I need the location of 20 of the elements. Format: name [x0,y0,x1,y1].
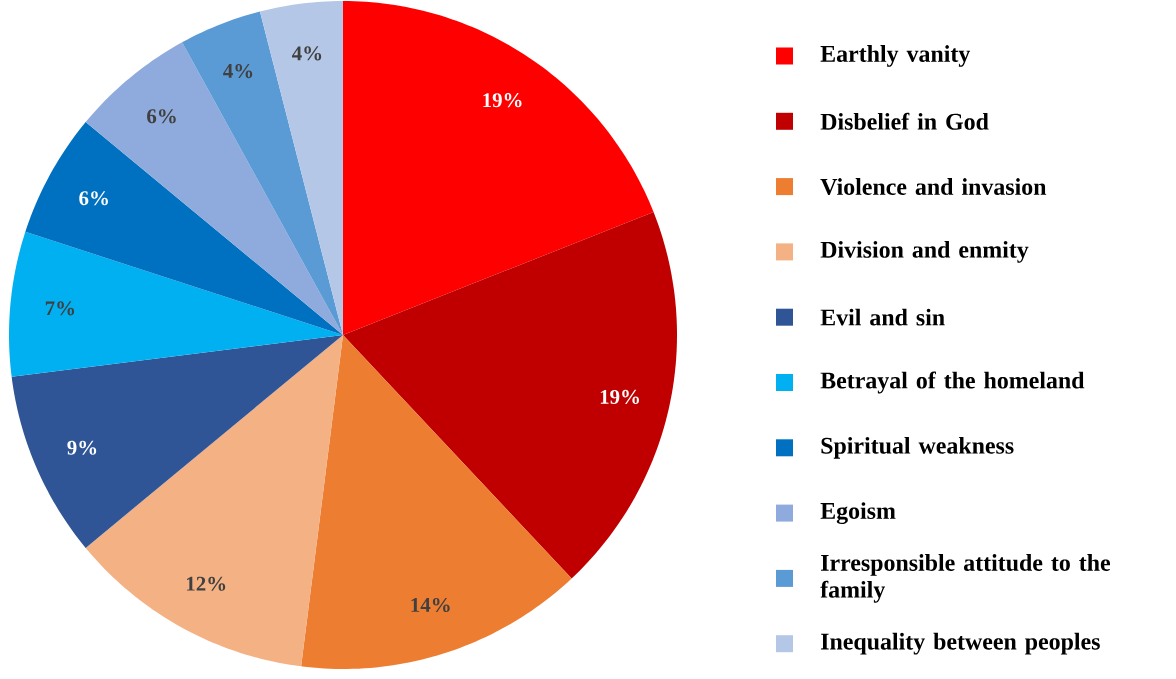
data-label: 4% [223,63,253,79]
legend-label: Earthly vanity [820,45,971,67]
data-label: 14% [411,597,450,613]
data-label: 12% [186,576,226,591]
data-label: 6% [147,109,176,124]
legend-label: Inequality between peoples [821,632,1100,655]
legend-label: Spiritual weakness [821,436,1014,459]
legend-label: Egoism [820,502,896,525]
legend-label: Evil and sin [820,308,945,326]
data-label: 7% [45,301,75,316]
legend-label: Violence and invasion [820,178,1047,196]
data-label: 19% [483,93,522,108]
legend-label: Irresponsible attitude to the family [820,554,1111,603]
legend-label: Betrayal of the homeland [820,371,1085,394]
legend-label: Division and enmity [820,241,1029,263]
data-label: 19% [600,389,639,405]
data-label: 6% [79,191,108,206]
legend-label: Disbelief in God [820,112,989,130]
data-label: 4% [292,46,322,61]
data-label: 9% [67,440,97,455]
